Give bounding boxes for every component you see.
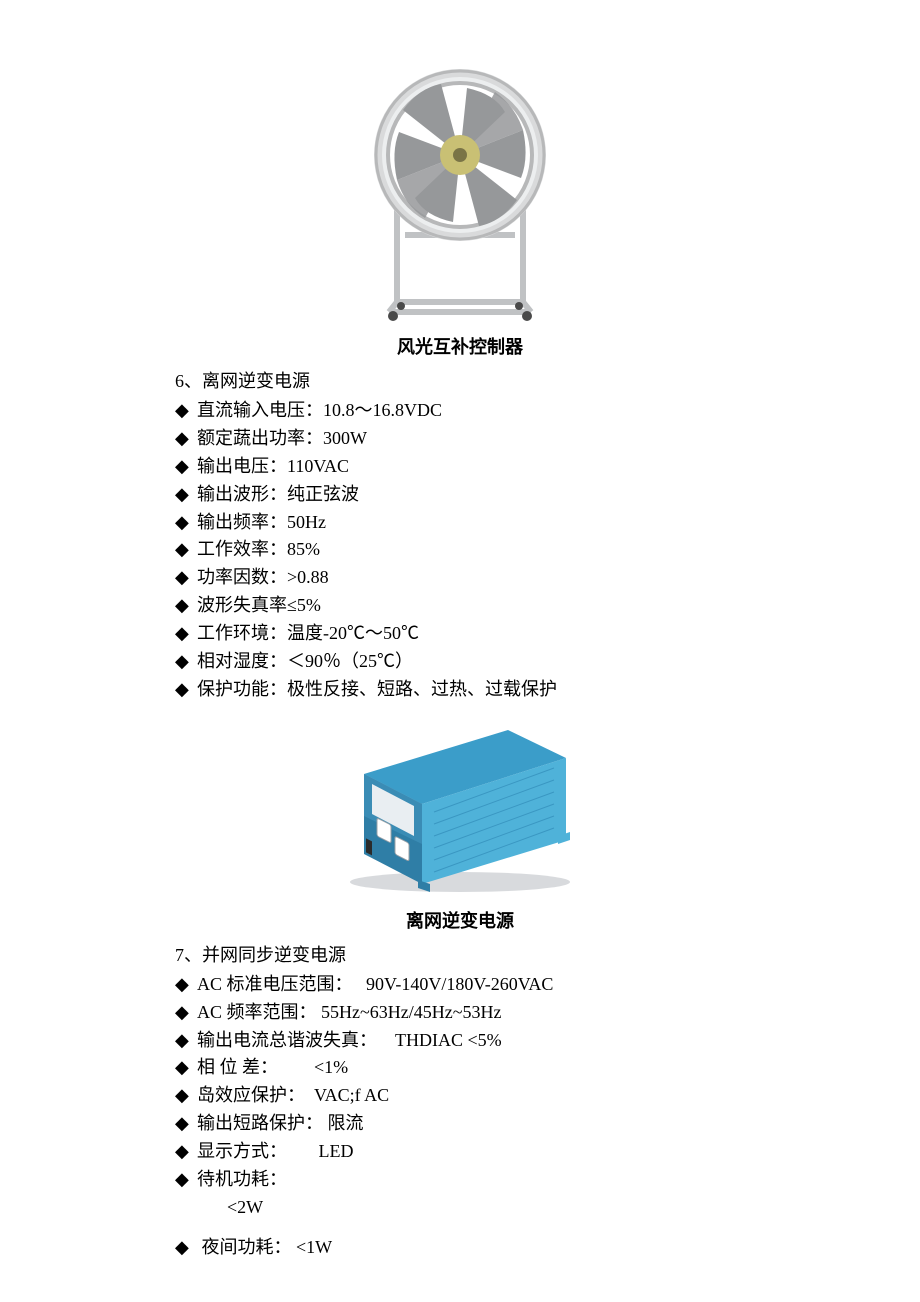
inverter-illustration <box>330 712 590 898</box>
fan-illustration <box>345 60 575 322</box>
bullet-icon: ◆ <box>175 971 197 999</box>
spec-text: 工作环境：温度-20℃～50℃ <box>197 623 419 643</box>
spec-line: ◆ 输出短路保护： 限流 <box>175 1110 860 1138</box>
spec-line: ◆ 直流输入电压：10.8～16.8VDC <box>175 397 860 425</box>
spec-label: 待机功耗： <box>197 1169 287 1189</box>
spec-label: AC 频率范围： <box>197 1002 317 1022</box>
spec-label: 输出电流总谐波失真： <box>197 1030 377 1050</box>
spec-line: ◆ 工作效率：85% <box>175 536 860 564</box>
spec-text: 相对湿度：＜90％（25℃） <box>197 651 413 671</box>
spec-gap <box>377 1030 395 1050</box>
spec-text: 工作效率：85% <box>197 539 320 559</box>
bullet-icon: ◆ <box>175 564 197 592</box>
section7-title: 7、并网同步逆变电源 <box>175 941 860 967</box>
spec-label: AC 标准电压范围： <box>197 974 353 994</box>
spec-line: ◆ 保护功能：极性反接、短路、过热、过载保护 <box>175 676 860 704</box>
bullet-icon: ◆ <box>175 1234 197 1262</box>
spec-line: ◆ AC 频率范围： 55Hz~63Hz/45Hz~53Hz <box>175 999 860 1027</box>
spec-value: LED <box>319 1141 354 1161</box>
bullet-icon: ◆ <box>175 453 197 481</box>
bullet-icon: ◆ <box>175 1138 197 1166</box>
bullet-icon: ◆ <box>175 397 197 425</box>
spec-text: 输出波形：纯正弦波 <box>197 484 359 504</box>
bullet-icon: ◆ <box>175 481 197 509</box>
bullet-icon: ◆ <box>175 1027 197 1055</box>
bullet-icon: ◆ <box>175 425 197 453</box>
section7-standby-sub: <2W <box>175 1194 860 1222</box>
spec-text: 输出电压：110VAC <box>197 456 349 476</box>
spec-text: 功率因数：>0.88 <box>197 567 329 587</box>
spec-line: ◆ 岛效应保护： VAC;f AC <box>175 1082 860 1110</box>
spec-value: 55Hz~63Hz/45Hz~53Hz <box>321 1002 501 1022</box>
figure-inverter-caption: 离网逆变电源 <box>0 907 920 933</box>
spec-line: ◆ 功率因数：>0.88 <box>175 564 860 592</box>
spec-line: ◆ 相 位 差： <1% <box>175 1054 860 1082</box>
spec-label: 岛效应保护： <box>197 1085 305 1105</box>
spec-text: 输出频率：50Hz <box>197 512 326 532</box>
bullet-icon: ◆ <box>175 676 197 704</box>
bullet-icon: ◆ <box>175 592 197 620</box>
spec-line: ◆ 显示方式： LED <box>175 1138 860 1166</box>
bullet-icon: ◆ <box>175 1082 197 1110</box>
spec-label: 相 位 差： <box>197 1057 278 1077</box>
bullet-icon: ◆ <box>175 1054 197 1082</box>
figure-fan-caption: 风光互补控制器 <box>0 333 920 359</box>
spec-gap <box>305 1085 314 1105</box>
bullet-icon: ◆ <box>175 648 197 676</box>
spec-text: 波形失真率≤5% <box>197 595 321 615</box>
spec-label: 输出短路保护： <box>197 1113 323 1133</box>
spec-line: ◆ AC 标准电压范围： 90V-140V/180V-260VAC <box>175 971 860 999</box>
spec-line: ◆ 相对湿度：＜90％（25℃） <box>175 648 860 676</box>
spec-gap <box>353 974 367 994</box>
spec-value: 限流 <box>328 1113 364 1133</box>
spec-line: ◆ 待机功耗： <box>175 1166 860 1194</box>
spec-line: ◆ 输出电流总谐波失真： THDIAC <5% <box>175 1027 860 1055</box>
bullet-icon: ◆ <box>175 620 197 648</box>
spec-gap <box>278 1057 314 1077</box>
spec-value: <1W <box>296 1237 332 1257</box>
spec-label: 夜间功耗： <box>202 1237 292 1257</box>
spec-value: <1% <box>314 1057 348 1077</box>
section7-spec-list: ◆ AC 标准电压范围： 90V-140V/180V-260VAC◆ AC 频率… <box>175 971 860 1194</box>
bullet-icon: ◆ <box>175 1166 197 1194</box>
bullet-icon: ◆ <box>175 1110 197 1138</box>
spec-value: VAC;f AC <box>314 1085 389 1105</box>
bullet-icon: ◆ <box>175 509 197 537</box>
spec-line: ◆ 额定蔬出功率：300W <box>175 425 860 453</box>
spec-value: THDIAC <5% <box>395 1030 502 1050</box>
spec-text: 保护功能：极性反接、短路、过热、过载保护 <box>197 679 557 699</box>
figure-inverter <box>0 712 920 903</box>
section7-night-line: ◆ 夜间功耗： <1W <box>175 1234 860 1262</box>
spec-text: 直流输入电压：10.8～16.8VDC <box>197 400 442 420</box>
spec-line: ◆ 输出频率：50Hz <box>175 509 860 537</box>
spec-label: 显示方式： <box>197 1141 287 1161</box>
spec-value: 90V-140V/180V-260VAC <box>366 974 553 994</box>
bullet-icon: ◆ <box>175 536 197 564</box>
spec-text: 额定蔬出功率：300W <box>197 428 367 448</box>
spec-line: ◆ 输出电压：110VAC <box>175 453 860 481</box>
section6-title: 6、离网逆变电源 <box>175 367 860 393</box>
spec-line: ◆ 工作环境：温度-20℃～50℃ <box>175 620 860 648</box>
spec-line: ◆ 波形失真率≤5% <box>175 592 860 620</box>
bullet-icon: ◆ <box>175 999 197 1027</box>
section6-spec-list: ◆ 直流输入电压：10.8～16.8VDC◆ 额定蔬出功率：300W◆ 输出电压… <box>175 397 860 704</box>
spec-gap <box>287 1141 319 1161</box>
spec-line: ◆ 输出波形：纯正弦波 <box>175 481 860 509</box>
figure-fan <box>0 60 920 327</box>
